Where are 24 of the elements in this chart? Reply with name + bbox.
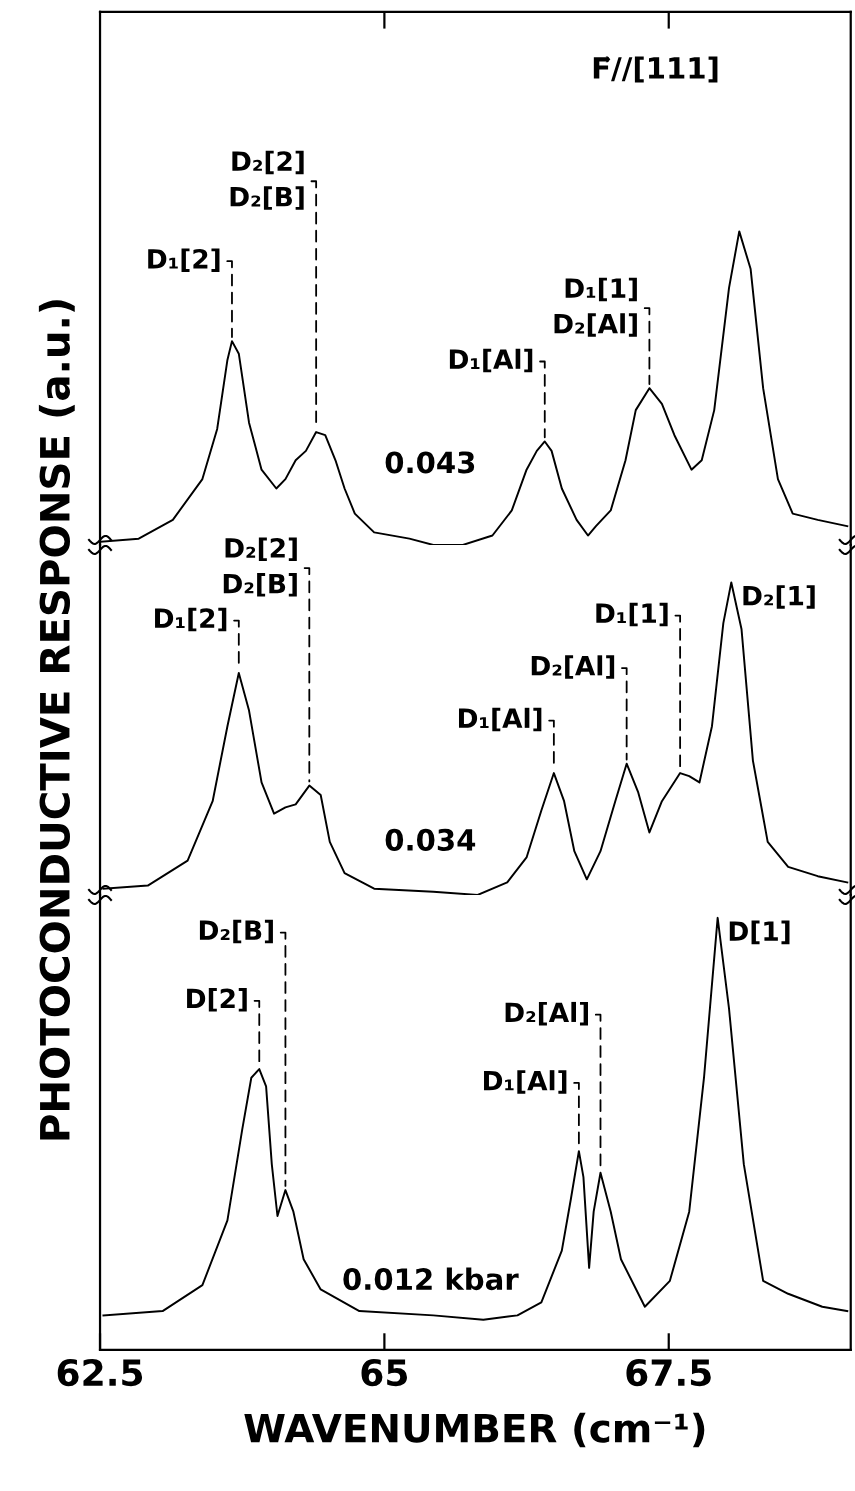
annotation: D₂[Al] — [531, 655, 615, 679]
annotation: D[2] — [187, 988, 247, 1012]
annotation: D₂[B] — [199, 919, 273, 944]
text: F⃗//[111] — [593, 56, 718, 83]
annotation: D₂[1] — [743, 585, 815, 609]
annotation: 0.012 kbar — [343, 1267, 519, 1291]
annotation: 0.034 — [385, 828, 476, 851]
x-tick-label: 67.5 — [626, 1358, 711, 1387]
annotation: D[1] — [729, 920, 790, 945]
annotation: D₂[2] D₂[B] — [230, 150, 304, 210]
annotation: 0.043 — [385, 451, 475, 474]
annotation: D₁[1] D₂[Al] — [554, 277, 637, 337]
x-tick-label: 62.5 — [57, 1358, 143, 1387]
annotation: D₂[2] D₂[B] — [223, 537, 297, 597]
annotation: D₁[2] — [148, 248, 220, 272]
annotation: D₁[Al] — [458, 707, 542, 732]
annotation: D₁[Al] — [484, 1070, 567, 1094]
annotation: D₁[1] — [596, 602, 668, 627]
x-axis-title: WAVENUMBER (cm⁻¹) — [244, 1412, 705, 1448]
annotation: D₂[Al] — [505, 1001, 588, 1026]
y-axis-title: PHOTOCONDUCTIVE RESPONSE (a.u.) — [38, 300, 75, 1140]
annotation: D₁[2] — [155, 607, 227, 632]
x-tick-label: 65 — [361, 1358, 407, 1387]
annotation: D₁[Al] — [449, 348, 533, 373]
